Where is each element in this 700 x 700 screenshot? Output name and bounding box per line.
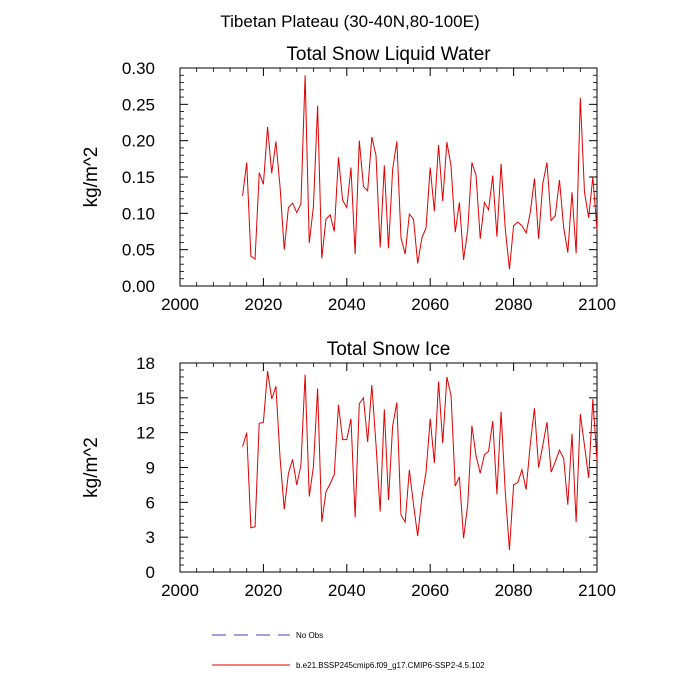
series-line xyxy=(242,75,598,270)
y-tick-label: 0.30 xyxy=(122,59,155,78)
x-tick-label: 2080 xyxy=(495,295,533,314)
panel-snow-liquid-water: Total Snow Liquid Water kg/m^2 2000 2020 204… xyxy=(81,44,616,314)
legend: No Obs b.e21.BSSP245cmip6.f09_g17.CMIP6-… xyxy=(212,631,485,670)
y-tick-label: 0.15 xyxy=(122,168,155,187)
panel-title: Total Snow Liquid Water xyxy=(286,44,491,65)
x-tick-label: 2060 xyxy=(411,581,449,600)
y-tick-label: 0.25 xyxy=(122,95,155,114)
y-tick-label: 12 xyxy=(136,424,155,443)
x-tick-label: 2040 xyxy=(328,295,366,314)
x-tick-label: 2020 xyxy=(244,581,282,600)
legend-label-model: b.e21.BSSP245cmip6.f09_g17.CMIP6-SSP2-4.… xyxy=(296,661,485,670)
plot-frame xyxy=(179,362,598,573)
x-tick-label: 2020 xyxy=(244,295,282,314)
x-tick-label: 2000 xyxy=(161,581,199,600)
panel-title: Total Snow Ice xyxy=(327,339,451,360)
y-tick-label: 0.05 xyxy=(122,241,155,260)
y-tick-label: 9 xyxy=(146,459,155,478)
y-axis-label: kg/m^2 xyxy=(81,147,102,208)
x-tick-label: 2080 xyxy=(495,581,533,600)
x-tick-label: 2000 xyxy=(161,295,199,314)
y-tick-label: 6 xyxy=(146,493,155,512)
series-line xyxy=(242,371,598,550)
panel-snow-ice: Total Snow Ice kg/m^2 2000 2020 2040 2060 2080… xyxy=(81,339,616,600)
x-tick-label: 2100 xyxy=(578,295,616,314)
y-tick-label: 3 xyxy=(146,528,155,547)
figure-title: Tibetan Plateau (30-40N,80-100E) xyxy=(220,12,479,31)
y-tick-label: 0.20 xyxy=(122,132,155,151)
x-tick-label: 2100 xyxy=(578,581,616,600)
plot-frame xyxy=(179,67,598,287)
x-tick-label: 2040 xyxy=(328,581,366,600)
y-tick-label: 18 xyxy=(136,354,155,373)
y-tick-label: 15 xyxy=(136,389,155,408)
legend-label-no-obs: No Obs xyxy=(296,631,323,640)
x-tick-label: 2060 xyxy=(411,295,449,314)
y-tick-label: 0 xyxy=(146,563,155,582)
y-tick-label: 0.10 xyxy=(122,204,155,223)
y-tick-label: 0.00 xyxy=(122,277,155,296)
y-axis-label: kg/m^2 xyxy=(81,437,102,498)
